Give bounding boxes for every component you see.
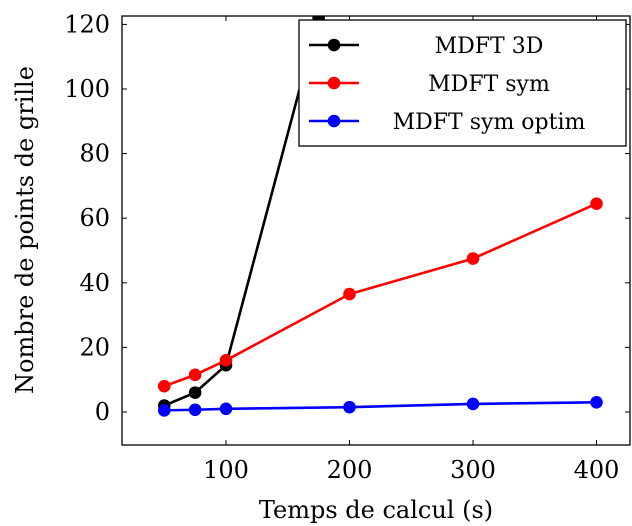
y-tick-label: 80 (79, 140, 110, 168)
x-tick-label: 400 (574, 456, 620, 484)
data-point-mdft-sym (157, 379, 171, 393)
y-tick-label: 20 (79, 333, 110, 361)
x-axis-title: Temps de calcul (s) (259, 496, 493, 524)
legend-marker-mdft-sym (327, 76, 341, 90)
y-tick-label: 40 (79, 269, 110, 297)
y-tick-label: 100 (64, 75, 110, 103)
data-point-mdft-sym (188, 368, 202, 382)
y-tick-label: 60 (79, 204, 110, 232)
data-point-mdft-sym-optim (188, 403, 202, 417)
data-point-mdft-sym-optim (219, 402, 233, 416)
data-point-mdft-sym-optim (343, 400, 356, 414)
y-tick-label: 0 (95, 398, 110, 426)
data-point-mdft-sym (219, 354, 233, 367)
x-tick-label: 200 (327, 456, 373, 484)
data-point-mdft-3d (188, 386, 202, 399)
plot-frame (121, 15, 631, 446)
data-point-mdft-sym-optim (157, 404, 171, 417)
data-point-mdft-sym-optim (590, 396, 603, 409)
legend-label-mdft-sym: MDFT sym (428, 72, 550, 97)
legend-label-mdft-sym-optim: MDFT sym optim (393, 110, 586, 135)
ticks-layer: 100 200 300 400 0 20 40 60 80 100 120 (64, 10, 630, 484)
data-point-mdft-sym-optim (466, 397, 480, 411)
legend-marker-mdft-3d (327, 38, 341, 52)
data-point-mdft-sym (343, 287, 356, 301)
x-tick-label: 300 (450, 456, 496, 484)
series-line-mdft-3d (163, 17, 320, 407)
series-layer (157, 16, 603, 417)
x-tick-label: 100 (203, 456, 249, 484)
data-point-mdft-sym (590, 197, 603, 210)
y-axis-title: Nombre de points de grille (11, 66, 39, 394)
legend: MDFT 3D MDFT sym MDFT sym optim (298, 19, 627, 147)
data-point-mdft-sym (466, 252, 480, 265)
y-tick-label: 120 (64, 10, 110, 38)
legend-label-mdft-3d: MDFT 3D (435, 34, 544, 59)
legend-marker-mdft-sym-optim (327, 114, 341, 128)
